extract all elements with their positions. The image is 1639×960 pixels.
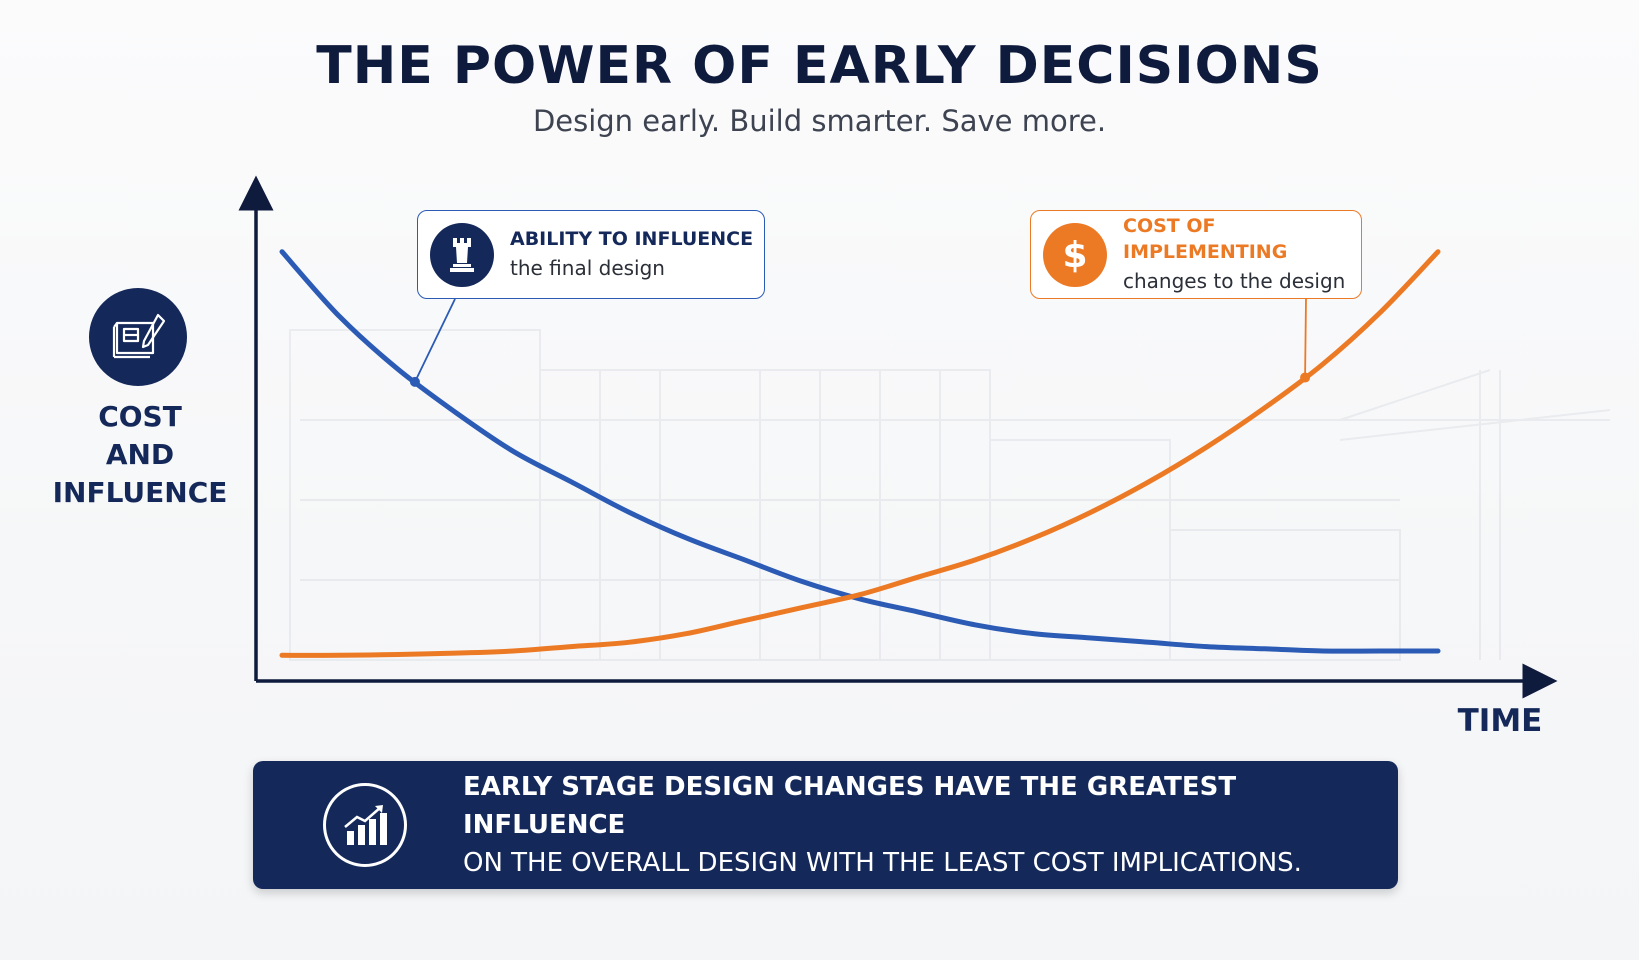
banner-line-1: EARLY STAGE DESIGN CHANGES HAVE THE GREA… <box>463 772 1237 840</box>
cost-of-implementing-series-line <box>279 249 1441 658</box>
dollar-icon: $ <box>1043 222 1107 287</box>
ability-to-influence-series-line <box>279 249 1441 654</box>
takeaway-banner: EARLY STAGE DESIGN CHANGES HAVE THE GREA… <box>253 761 1398 889</box>
y-axis-label: COST AND INFLUENCE <box>40 398 240 512</box>
banner-text: EARLY STAGE DESIGN CHANGES HAVE THE GREA… <box>463 768 1398 882</box>
page-subtitle: Design early. Build smarter. Save more. <box>532 104 1107 138</box>
ability-callout: ABILITY TO INFLUENCE the final design <box>417 210 765 299</box>
y-axis-label-line-3: INFLUENCE <box>52 476 228 509</box>
cost-callout-heading: COST OF IMPLEMENTING <box>1123 214 1288 263</box>
cost-callout: $ COST OF IMPLEMENTING changes to the de… <box>1030 210 1362 299</box>
x-axis-label: TIME <box>1457 703 1543 739</box>
ability-leader-line <box>414 298 456 383</box>
growth-chart-icon <box>323 783 407 867</box>
ability-callout-sub: the final design <box>510 255 665 280</box>
cost-callout-text: COST OF IMPLEMENTING changes to the desi… <box>1123 213 1361 297</box>
chess-rook-icon <box>430 222 494 287</box>
blueprint-pencil-icon <box>89 288 187 386</box>
y-axis-label-line-2: AND <box>105 438 175 471</box>
cost-callout-sub: changes to the design <box>1123 268 1346 293</box>
banner-line-2: ON THE OVERALL DESIGN WITH THE LEAST COS… <box>463 848 1302 878</box>
cost-leader-line <box>1304 298 1307 378</box>
y-axis-label-line-1: COST <box>98 400 182 433</box>
svg-text:$: $ <box>1062 235 1087 276</box>
page-title: THE POWER OF EARLY DECISIONS <box>316 36 1323 96</box>
ability-anchor-dot <box>409 376 420 387</box>
ability-callout-heading: ABILITY TO INFLUENCE <box>510 227 754 250</box>
cost-anchor-dot <box>1300 372 1311 383</box>
ability-callout-text: ABILITY TO INFLUENCE the final design <box>510 226 753 284</box>
